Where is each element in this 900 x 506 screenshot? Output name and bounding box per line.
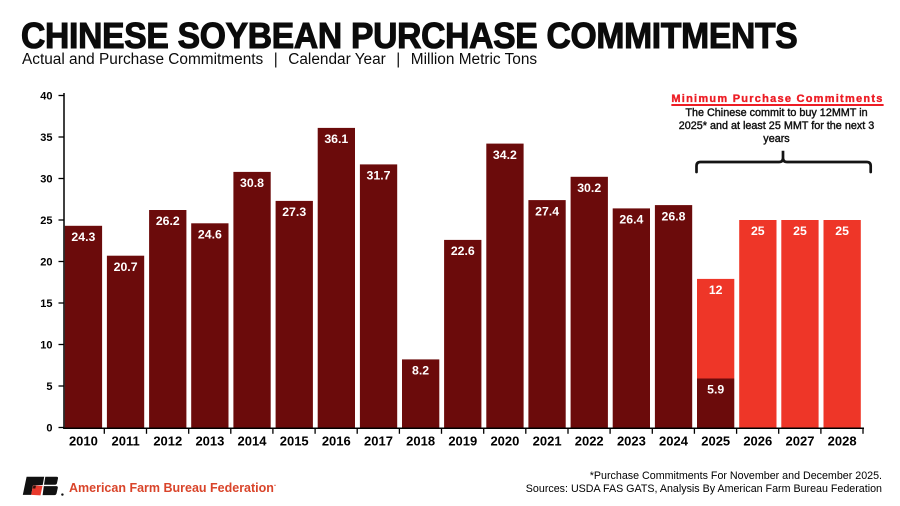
svg-text:5: 5 [46, 381, 52, 393]
svg-text:27.4: 27.4 [535, 204, 559, 218]
svg-text:2023: 2023 [617, 434, 646, 449]
svg-text:20.7: 20.7 [114, 260, 138, 274]
svg-text:2016: 2016 [322, 434, 351, 449]
svg-text:2025: 2025 [701, 434, 730, 449]
svg-text:12: 12 [709, 283, 723, 297]
svg-text:2028: 2028 [828, 434, 857, 449]
svg-text:2021: 2021 [533, 434, 562, 449]
svg-text:26.2: 26.2 [156, 214, 180, 228]
svg-text:2022: 2022 [575, 434, 604, 449]
svg-text:2024: 2024 [659, 434, 689, 449]
svg-text:22.6: 22.6 [451, 244, 475, 258]
svg-text:40: 40 [40, 91, 52, 103]
svg-text:27.3: 27.3 [282, 205, 306, 219]
svg-text:35: 35 [40, 132, 52, 144]
svg-text:25: 25 [751, 224, 765, 238]
svg-text:30.8: 30.8 [240, 176, 264, 190]
svg-text:24.6: 24.6 [198, 228, 222, 242]
svg-text:25: 25 [40, 215, 52, 227]
svg-text:0: 0 [46, 423, 52, 435]
svg-text:36.1: 36.1 [324, 132, 348, 146]
svg-text:2018: 2018 [406, 434, 435, 449]
svg-text:25: 25 [793, 224, 807, 238]
svg-text:2012: 2012 [153, 434, 182, 449]
svg-text:26.8: 26.8 [662, 209, 686, 223]
svg-text:2019: 2019 [448, 434, 477, 449]
svg-text:2014: 2014 [238, 434, 268, 449]
svg-text:15: 15 [40, 298, 52, 310]
svg-text:2013: 2013 [195, 434, 224, 449]
svg-text:24.3: 24.3 [71, 230, 95, 244]
svg-text:2011: 2011 [111, 434, 139, 449]
svg-text:26.4: 26.4 [619, 213, 643, 227]
svg-text:2020: 2020 [490, 434, 519, 449]
svg-text:2026: 2026 [743, 434, 772, 449]
svg-text:8.2: 8.2 [412, 364, 429, 378]
svg-text:30.2: 30.2 [577, 181, 601, 195]
svg-text:20: 20 [40, 257, 52, 269]
svg-text:25: 25 [835, 224, 849, 238]
svg-text:2010: 2010 [69, 434, 98, 449]
svg-text:2015: 2015 [280, 434, 309, 449]
svg-text:34.2: 34.2 [493, 148, 517, 162]
svg-text:5.9: 5.9 [707, 383, 724, 397]
svg-text:2017: 2017 [364, 434, 393, 449]
svg-text:30: 30 [40, 174, 52, 186]
svg-text:2027: 2027 [786, 434, 815, 449]
svg-text:31.7: 31.7 [367, 169, 391, 183]
svg-text:10: 10 [40, 340, 52, 352]
